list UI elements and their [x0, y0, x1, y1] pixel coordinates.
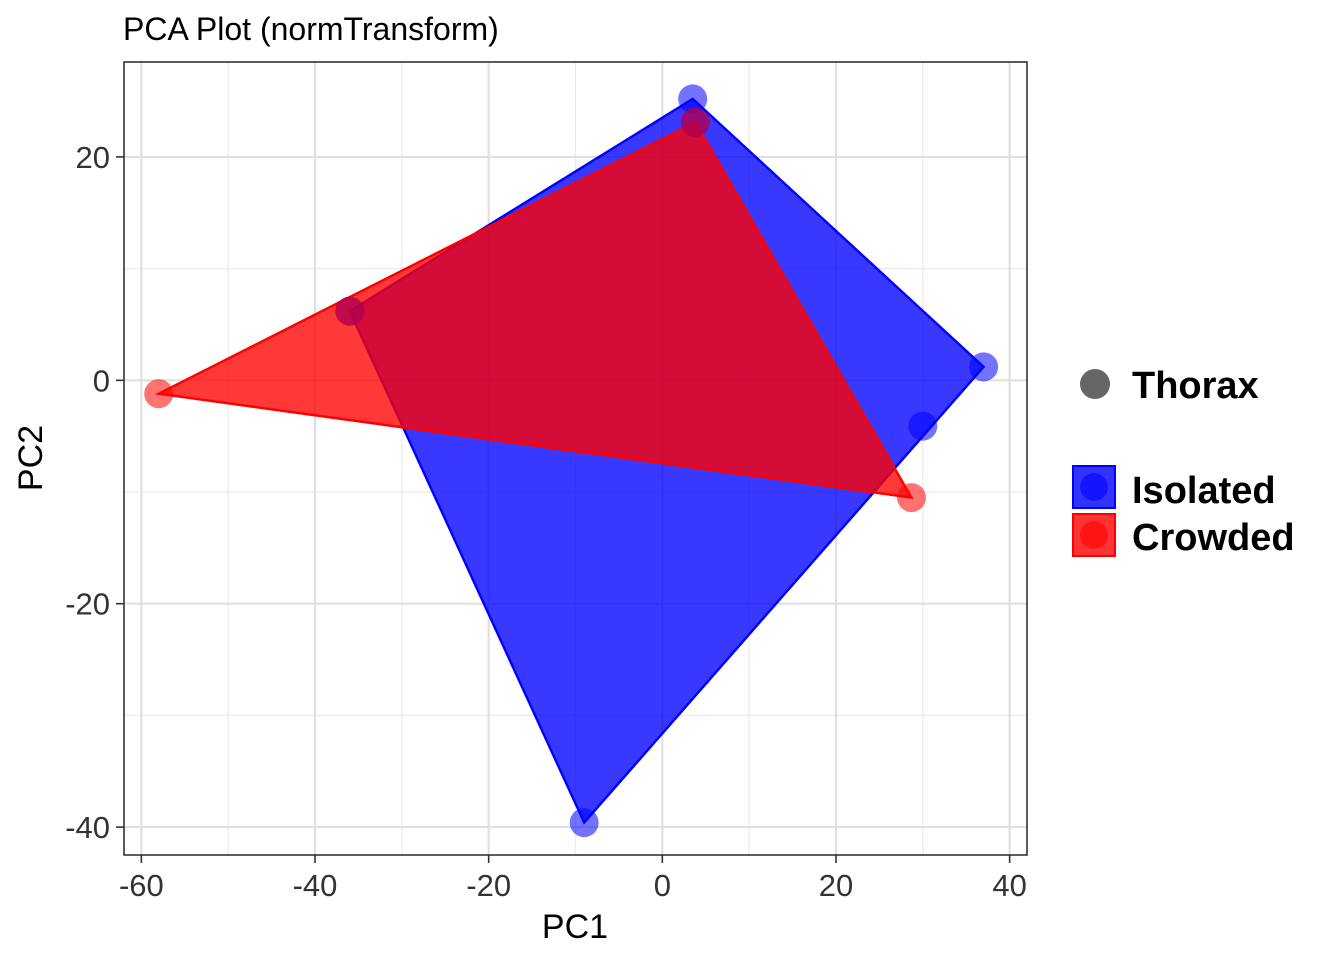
point-isolated: [908, 411, 938, 441]
legend-key-isolated-point: [1080, 473, 1108, 501]
x-tick-label: 20: [819, 868, 853, 903]
x-tick-label: -60: [119, 868, 164, 903]
x-axis-title: PC1: [542, 908, 608, 946]
y-tick-label: 0: [93, 363, 110, 398]
legend: Thorax Isolated Crowded: [1072, 365, 1295, 559]
x-tick-label: 0: [654, 868, 671, 903]
point-layer: [144, 84, 999, 838]
point-crowded: [897, 483, 926, 513]
x-tick-label: 40: [992, 868, 1026, 903]
point-crowded: [144, 379, 174, 409]
legend-label-thorax: Thorax: [1132, 365, 1259, 407]
chart-title: PCA Plot (normTransform): [123, 11, 499, 47]
point-crowded: [680, 107, 710, 137]
x-tick-label: -40: [293, 868, 338, 903]
y-tick-label: 20: [76, 140, 110, 175]
point-crowded: [335, 296, 365, 326]
plot-border: [123, 61, 1028, 856]
y-axis: -40 -20 0 20: [65, 140, 124, 845]
point-isolated: [678, 84, 708, 114]
point-isolated: [969, 352, 999, 382]
legend-label-isolated: Isolated: [1132, 470, 1276, 512]
y-tick-label: -20: [65, 587, 110, 622]
x-axis: -60 -40 -20 0 20 40: [119, 855, 1027, 903]
legend-shape-key-thorax: [1080, 369, 1110, 399]
legend-label-crowded: Crowded: [1132, 517, 1295, 559]
y-tick-label: -40: [65, 810, 110, 845]
point-isolated: [569, 808, 599, 838]
x-tick-label: -20: [466, 868, 511, 903]
legend-key-crowded-point: [1080, 521, 1108, 549]
hull-crowded: [154, 120, 914, 500]
y-axis-title: PC2: [12, 425, 50, 491]
